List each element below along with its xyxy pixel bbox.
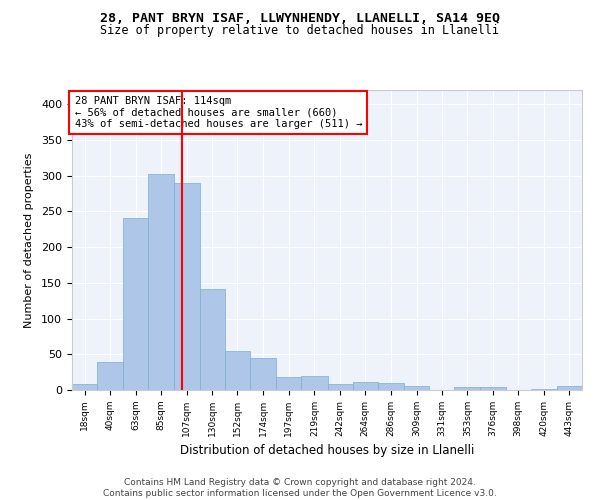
Bar <box>328 384 353 390</box>
Bar <box>250 358 276 390</box>
Bar <box>530 388 557 390</box>
Bar <box>124 218 148 390</box>
X-axis label: Distribution of detached houses by size in Llanelli: Distribution of detached houses by size … <box>180 444 474 458</box>
Text: Contains HM Land Registry data © Crown copyright and database right 2024.
Contai: Contains HM Land Registry data © Crown c… <box>103 478 497 498</box>
Text: 28, PANT BRYN ISAF, LLWYNHENDY, LLANELLI, SA14 9EQ: 28, PANT BRYN ISAF, LLWYNHENDY, LLANELLI… <box>100 12 500 26</box>
Text: 28 PANT BRYN ISAF: 114sqm
← 56% of detached houses are smaller (660)
43% of semi: 28 PANT BRYN ISAF: 114sqm ← 56% of detac… <box>74 96 362 129</box>
Bar <box>200 288 225 390</box>
Bar <box>97 362 124 390</box>
Bar <box>173 183 200 390</box>
Bar <box>301 376 328 390</box>
Bar <box>378 383 404 390</box>
Bar <box>148 174 173 390</box>
Bar <box>225 350 250 390</box>
Text: Size of property relative to detached houses in Llanelli: Size of property relative to detached ho… <box>101 24 499 37</box>
Bar <box>353 382 378 390</box>
Bar <box>276 377 301 390</box>
Bar <box>404 386 429 390</box>
Bar <box>454 387 481 390</box>
Y-axis label: Number of detached properties: Number of detached properties <box>24 152 34 328</box>
Bar <box>481 387 506 390</box>
Bar <box>557 386 582 390</box>
Bar <box>72 384 97 390</box>
